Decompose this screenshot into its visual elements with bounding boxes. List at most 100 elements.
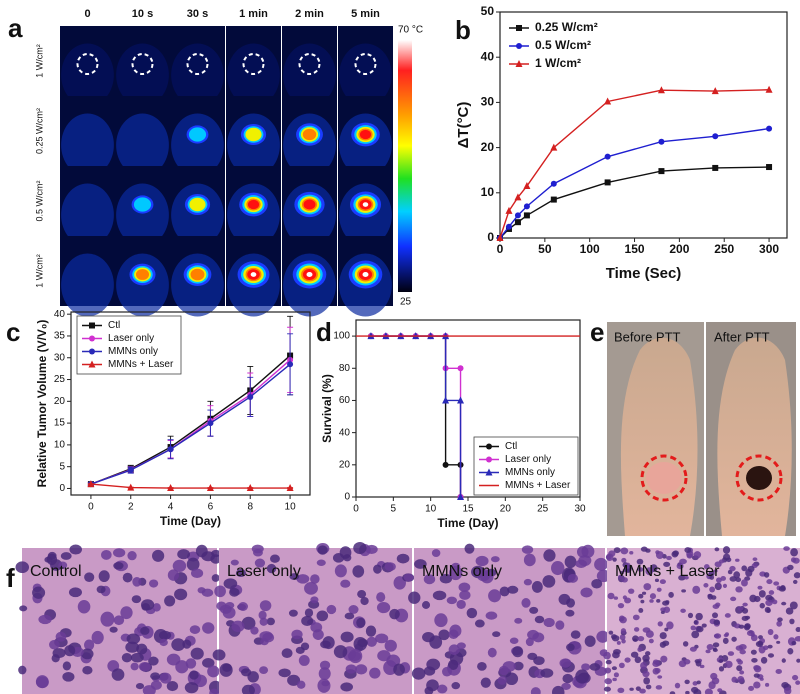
nucleus [189,625,201,634]
x-tick-label: 4 [168,502,174,513]
legend-marker [89,348,95,355]
nucleus [693,551,702,559]
mouse-silhouette [61,253,114,317]
nucleus [396,553,410,564]
nucleus [641,591,647,595]
nucleus [603,651,611,660]
nucleus [567,573,579,583]
legend-marker [516,43,522,49]
nucleus [559,658,572,668]
marker [127,467,134,474]
nucleus [789,618,795,625]
marker [167,446,174,453]
nucleus [423,574,436,585]
nucleus [542,575,556,588]
nucleus [231,620,245,633]
nucleus [222,663,232,672]
nucleus [317,678,331,693]
nucleus [492,631,501,638]
nucleus [411,667,426,680]
nucleus [660,607,666,612]
nucleus [715,602,721,607]
nucleus [434,613,448,628]
nucleus [773,581,780,586]
nucleus [666,621,674,630]
nucleus [310,596,319,604]
nucleus [316,610,329,622]
y-tick-label: 20 [481,140,495,154]
nucleus [753,664,761,671]
nucleus [414,559,427,569]
y-tick-label: 0 [487,230,494,244]
nucleus [466,607,478,619]
nucleus [708,681,716,690]
nucleus [38,614,52,625]
nucleus [682,641,689,647]
nucleus [767,644,773,649]
column-label: 2 min [295,8,324,20]
histology-label: Laser only [227,563,301,580]
nucleus [393,576,406,590]
nucleus [743,624,751,631]
nucleus [543,617,555,628]
nucleus [787,648,794,655]
nucleus [634,656,642,664]
nucleus [84,572,95,583]
nucleus [340,682,353,692]
nucleus [322,636,335,650]
nucleus [751,657,758,663]
nucleus [449,565,463,581]
nucleus [605,659,612,665]
legend-label: 0.25 W/cm² [535,20,598,34]
nucleus [442,666,452,677]
nucleus [629,687,634,691]
nucleus [475,555,489,567]
x-axis-label: Time (Day) [160,514,221,528]
nucleus [521,598,531,608]
series-line [499,89,770,239]
y-tick-label: 0 [344,492,350,503]
nucleus [643,677,651,685]
nucleus [707,593,713,600]
nucleus [635,686,641,691]
nucleus [649,593,657,600]
legend-marker [485,468,493,476]
row-label: 0.5 W/cm² [34,180,44,221]
nucleus [432,590,447,601]
nucleus [645,684,652,690]
nucleus [790,557,797,563]
nucleus [715,577,722,583]
nucleus [739,649,746,655]
nucleus [652,660,660,667]
nucleus [659,641,667,648]
nucleus [621,639,626,644]
panel-label: e [590,317,604,347]
laser-spot [131,53,154,75]
nucleus [552,685,565,694]
nucleus [620,547,629,555]
y-tick-label: 40 [339,427,351,438]
nucleus [792,579,798,584]
y-tick-label: 80 [339,363,351,374]
nucleus [488,589,502,603]
nucleus [326,604,337,615]
y-tick-label: 10 [54,440,66,451]
nucleus [657,621,663,627]
nucleus [638,608,644,613]
legend-marker [515,60,523,67]
nucleus [357,590,367,599]
nucleus [316,559,326,566]
x-tick-label: 30 [574,504,586,515]
hot-spot [133,197,152,212]
marker [658,168,665,175]
nucleus [724,660,733,669]
legend-label: Laser only [505,454,551,465]
nucleus [376,592,386,603]
nucleus [642,670,650,678]
nucleus [514,617,523,624]
nucleus [96,585,106,594]
nucleus [637,636,645,642]
nucleus [69,544,82,555]
nucleus [669,691,676,694]
